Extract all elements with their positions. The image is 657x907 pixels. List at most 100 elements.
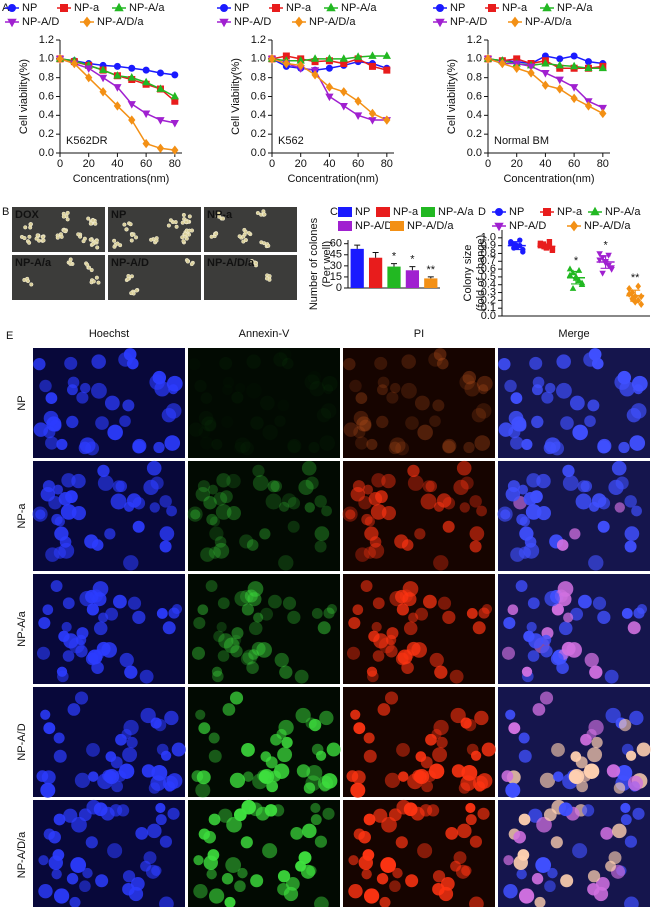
- y-tick-label: 1.0: [481, 232, 496, 244]
- x-tick-label: 40: [111, 158, 123, 170]
- cell: [240, 652, 254, 666]
- cell: [130, 232, 135, 238]
- cell: [531, 415, 544, 429]
- x-tick-label: 0: [57, 158, 63, 170]
- data-point: [56, 54, 64, 64]
- cell: [569, 528, 581, 540]
- cell: [349, 379, 362, 393]
- cell: [305, 476, 319, 490]
- cell: [366, 666, 378, 677]
- data-point: [638, 292, 645, 301]
- significance: *: [392, 251, 397, 263]
- cell: [516, 868, 527, 880]
- cell: [518, 749, 532, 763]
- cell: [124, 227, 129, 232]
- cell: [466, 608, 478, 619]
- cell: [563, 612, 574, 623]
- cell: [527, 650, 540, 662]
- cell: [126, 276, 131, 281]
- cell: [68, 257, 73, 262]
- cell: [417, 424, 433, 441]
- bar: [424, 278, 438, 288]
- cell: [153, 718, 167, 732]
- cell: [371, 621, 382, 633]
- cell: [124, 665, 138, 679]
- cell: [436, 493, 452, 508]
- cell: [287, 610, 301, 624]
- cell: [181, 212, 186, 218]
- y-axis-label: Colony size: [462, 245, 474, 302]
- error-bar: [427, 276, 434, 279]
- cell: [353, 410, 369, 426]
- cell: [51, 513, 63, 526]
- cell: [217, 650, 230, 662]
- cell: [587, 870, 601, 883]
- cell: [38, 855, 49, 866]
- cell: [464, 381, 480, 397]
- cell: [505, 782, 521, 798]
- cell: [248, 649, 259, 660]
- cell: [377, 384, 388, 396]
- cell: [481, 603, 493, 615]
- cell: [160, 750, 172, 761]
- cell: [501, 770, 514, 782]
- cell: [388, 441, 402, 455]
- cell: [200, 436, 213, 449]
- cell: [122, 222, 127, 227]
- annotation: Normal BM: [494, 135, 549, 147]
- cell: [376, 415, 389, 429]
- micrograph: [108, 255, 201, 300]
- cell: [27, 234, 32, 239]
- cell: [122, 747, 138, 763]
- cell: [321, 505, 332, 517]
- cell: [562, 475, 579, 491]
- y-axis-label: (Per well): [321, 241, 333, 287]
- y-tick-label: 1.2: [39, 34, 54, 46]
- data-point: [310, 54, 320, 62]
- cell: [218, 633, 234, 649]
- cell: [225, 857, 242, 873]
- cell: [597, 438, 612, 454]
- cell: [403, 802, 418, 817]
- cell: [501, 646, 516, 660]
- cell: [587, 747, 603, 763]
- data-point: [113, 84, 122, 92]
- cell: [112, 238, 117, 243]
- cell: [95, 416, 109, 430]
- legend-label: NP-A/D: [234, 16, 271, 28]
- micrograph: [12, 207, 105, 252]
- data-point: [113, 71, 122, 79]
- cell: [159, 896, 174, 907]
- cell: [159, 526, 175, 541]
- cell: [363, 732, 375, 744]
- cell: [427, 804, 440, 817]
- cell: [346, 646, 361, 660]
- legend-marker: [82, 16, 92, 28]
- y-tick-label: 0.0: [251, 147, 266, 159]
- cell: [252, 475, 269, 491]
- data-point: [325, 64, 333, 72]
- cell: [25, 279, 31, 284]
- cell: [298, 479, 314, 496]
- cell: [348, 884, 363, 899]
- cell: [529, 356, 543, 370]
- cell: [319, 435, 335, 451]
- cell: [59, 234, 64, 239]
- cell: [220, 490, 233, 504]
- data-point: [354, 96, 362, 106]
- cell: [460, 476, 474, 490]
- cell: [355, 547, 370, 562]
- cell: [266, 780, 279, 793]
- cell: [295, 860, 306, 872]
- cell: [129, 291, 134, 296]
- micrograph: [204, 255, 297, 300]
- cell: [132, 610, 146, 624]
- annotation: K562DR: [66, 135, 108, 147]
- cell: [442, 440, 456, 454]
- panel-letter: C: [330, 206, 338, 218]
- cell: [405, 874, 419, 888]
- cell: [402, 592, 417, 607]
- cell: [395, 441, 410, 456]
- cell: [636, 603, 648, 615]
- legend-marker: [114, 2, 124, 12]
